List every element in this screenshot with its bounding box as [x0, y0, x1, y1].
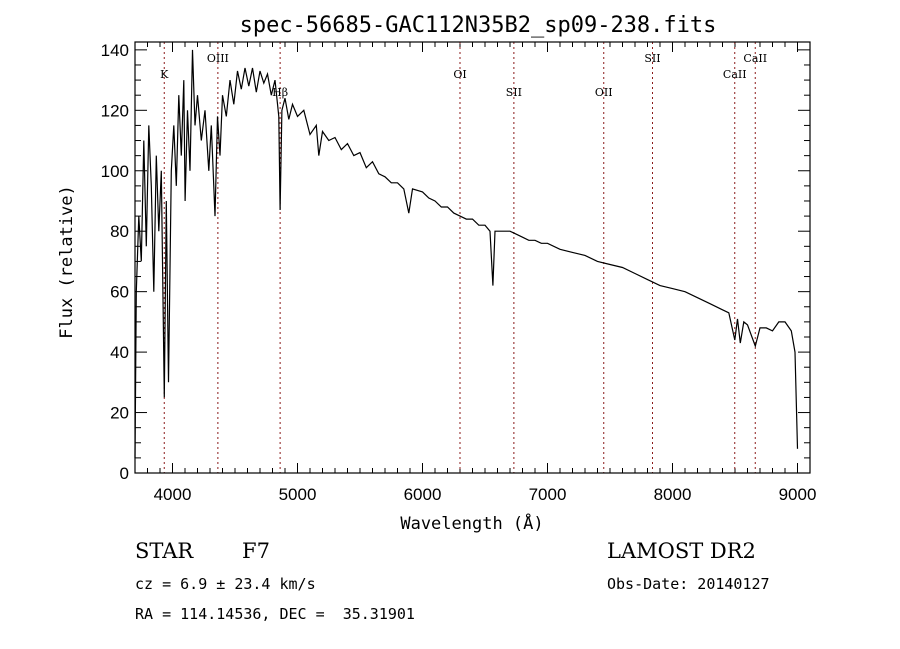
survey-label: LAMOST DR2	[607, 539, 756, 563]
x-tick-label: 7000	[529, 485, 567, 504]
spectrum-line	[134, 49, 799, 458]
spectral-line-label: SII	[506, 86, 522, 99]
spectral-line-label: K	[160, 68, 169, 81]
x-tick-label: 8000	[654, 485, 692, 504]
spectral-line-label: OII	[595, 86, 613, 99]
spectral-line-label: CaII	[723, 68, 747, 81]
x-tick-label: 6000	[404, 485, 442, 504]
redshift-text: cz = 6.9 ± 23.4 km/s	[135, 575, 316, 593]
y-tick-label: 20	[110, 404, 129, 423]
spectral-line-label: OI	[453, 68, 466, 81]
y-tick-label: 100	[101, 162, 129, 181]
y-tick-label: 60	[110, 283, 129, 302]
x-axis-label: Wavelength (Å)	[400, 512, 543, 534]
plot-frame	[134, 41, 811, 474]
y-tick-label: 0	[120, 464, 129, 483]
x-tick-label: 5000	[279, 485, 317, 504]
y-tick-label: 140	[101, 41, 129, 60]
spectral-line-label: Hβ	[272, 86, 288, 99]
subclass: F7	[242, 539, 270, 563]
x-tick-label: 9000	[779, 485, 817, 504]
x-tick-label: 4000	[154, 485, 192, 504]
y-tick-label: 80	[110, 222, 129, 241]
obs-date: Obs-Date: 20140127	[607, 575, 770, 593]
y-tick-label: 120	[101, 101, 129, 120]
spectral-line-label: OIII	[207, 52, 229, 65]
object-class: STAR	[135, 539, 194, 563]
coordinates: RA = 114.14536, DEC = 35.31901	[135, 605, 415, 623]
spectral-line-label: CaII	[743, 52, 767, 65]
y-tick-label: 40	[110, 343, 129, 362]
chart-title: spec-56685-GAC112N35B2_sp09-238.fits	[240, 13, 717, 38]
y-axis-label: Flux (relative)	[57, 185, 77, 339]
spectral-line-label: SII	[644, 52, 660, 65]
